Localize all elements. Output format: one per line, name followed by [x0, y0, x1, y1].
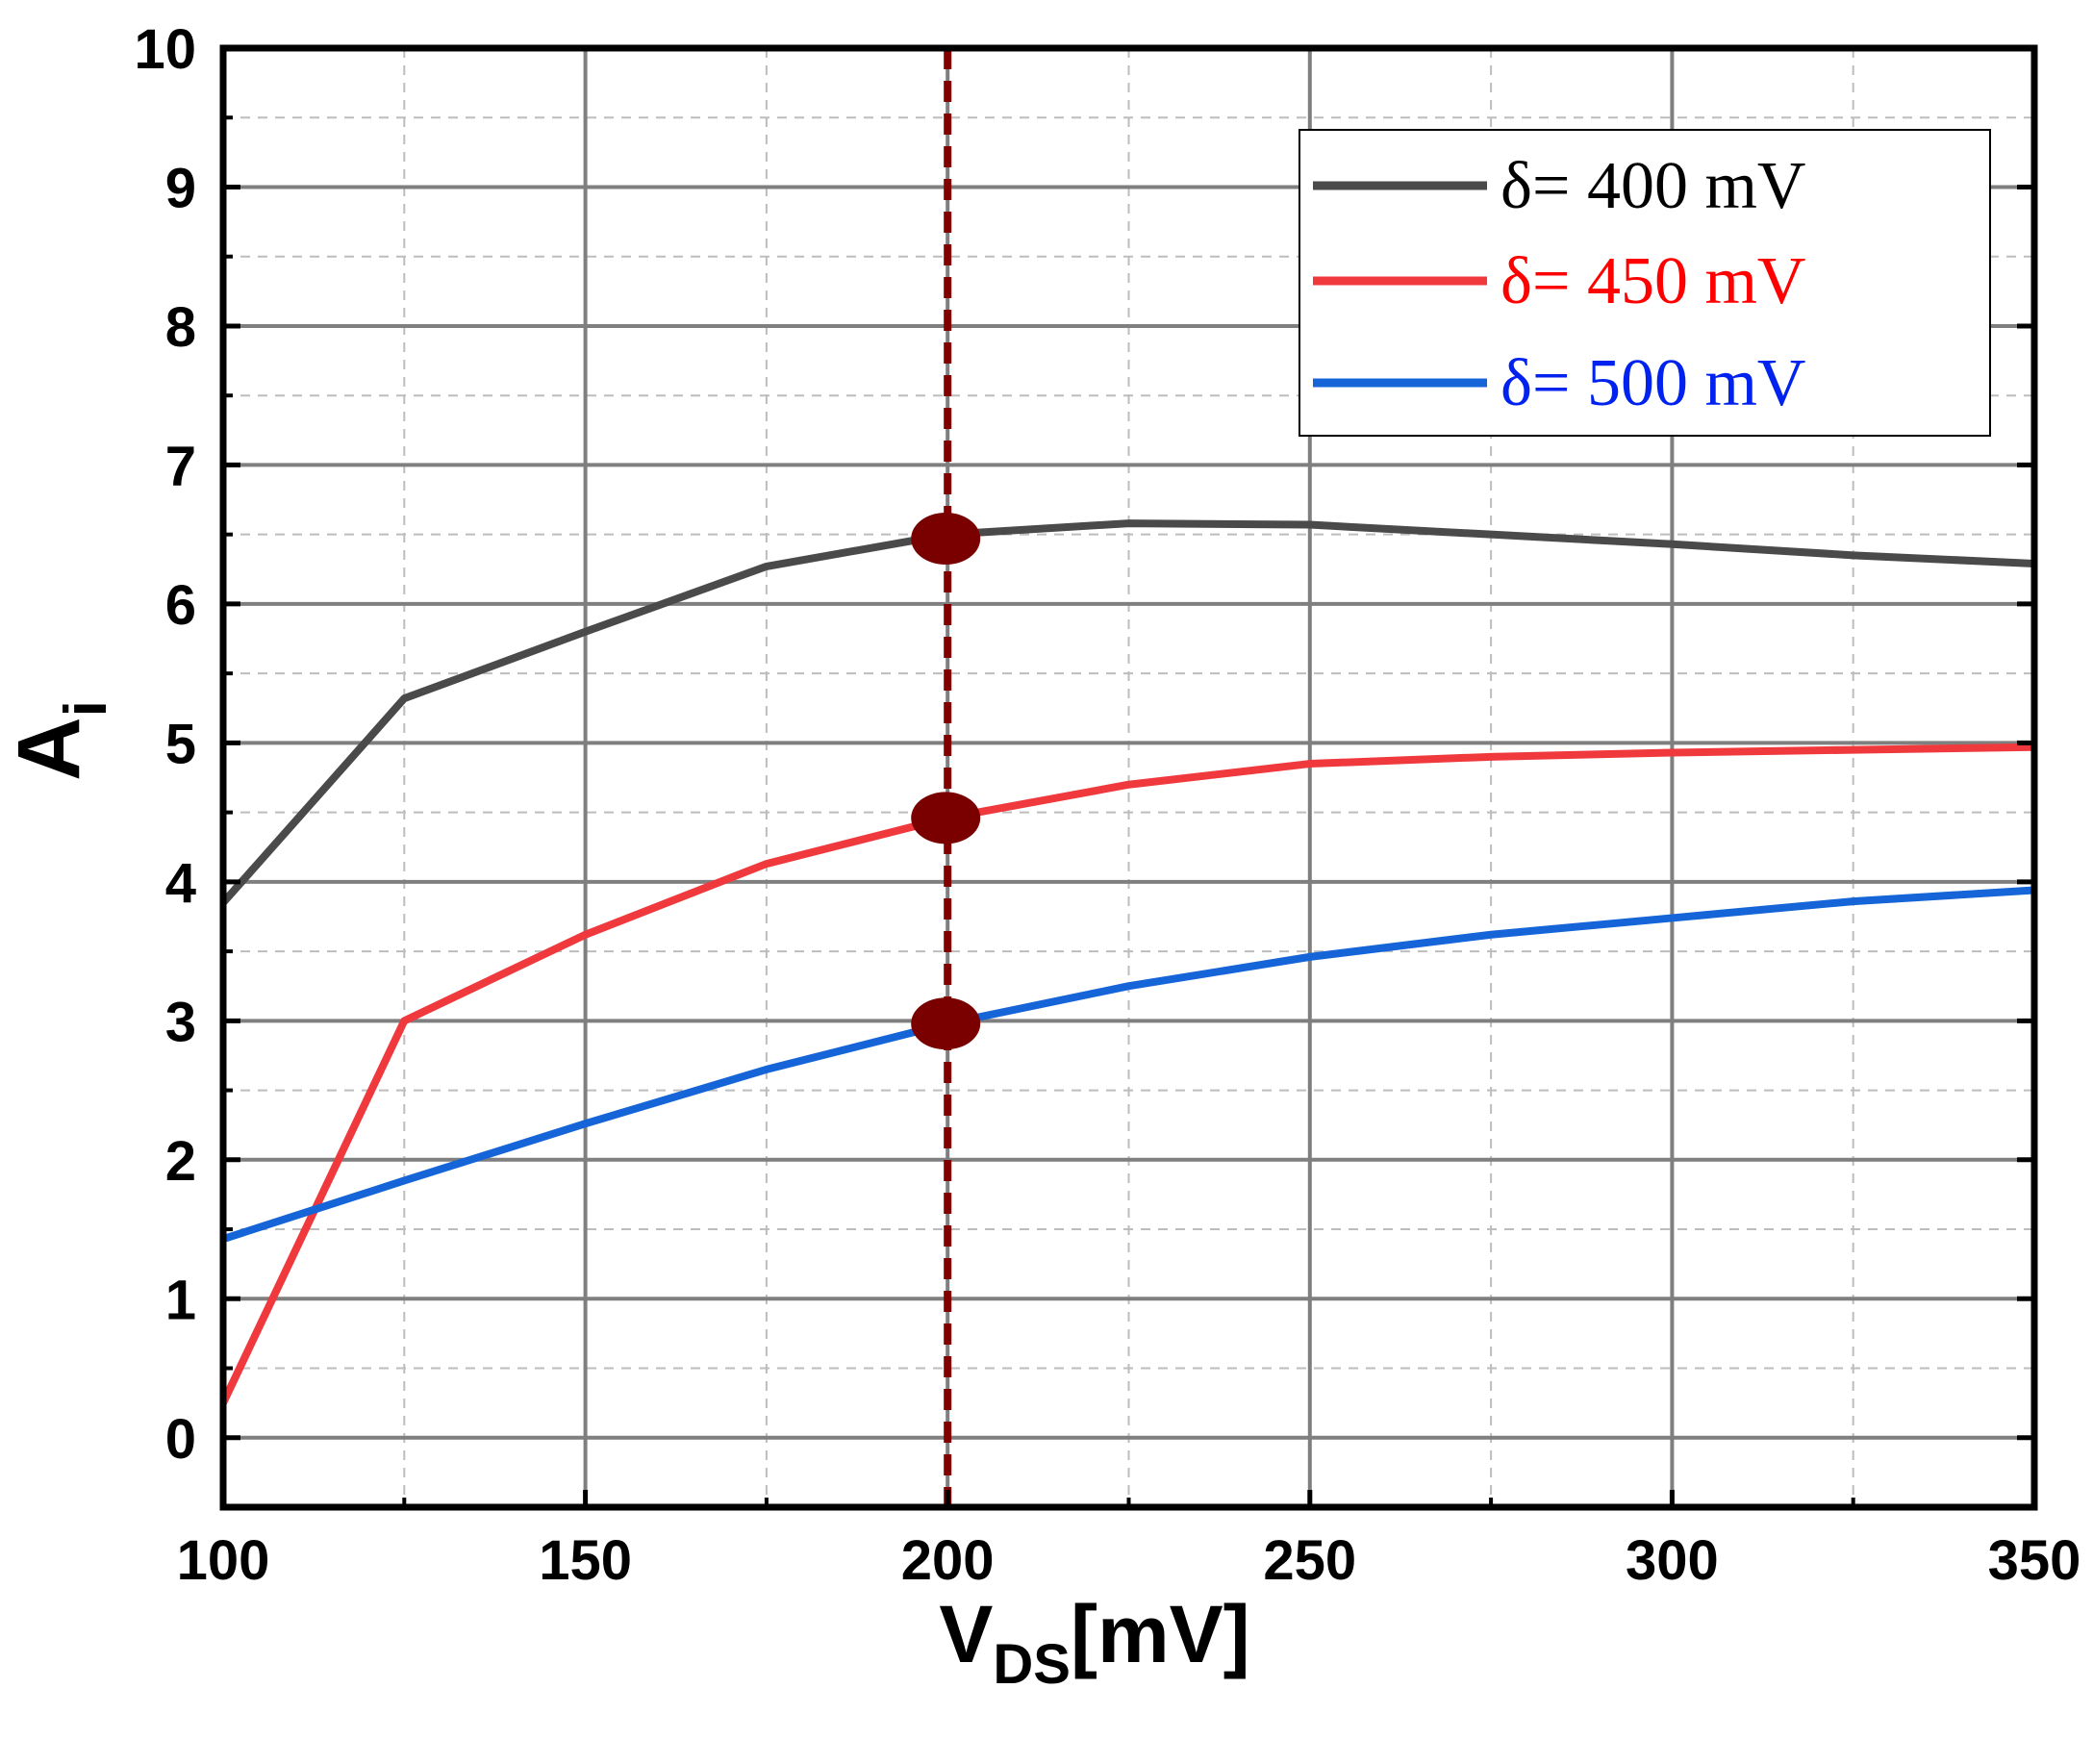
y-tick-label: 9 — [165, 157, 196, 219]
legend-label-450: δ= 450 mV — [1500, 244, 1805, 318]
y-tick-label: 3 — [165, 991, 196, 1053]
y-tick-label: 10 — [134, 18, 196, 81]
legend-label-500: δ= 500 mV — [1500, 346, 1805, 420]
axis-ticks — [220, 45, 2037, 1507]
x-axis-title: VDS[mV] — [939, 1589, 1249, 1696]
y-tick-label: 1 — [165, 1269, 196, 1331]
x-tick-label: 300 — [1626, 1529, 1719, 1592]
x-tick-label: 350 — [1988, 1529, 2081, 1592]
series-line-2 — [221, 886, 2035, 1243]
legend: δ= 400 mV δ= 450 mV δ= 500 mV — [1299, 129, 1991, 437]
y-tick-label: 6 — [165, 574, 196, 637]
x-tick-labels: 100 150 200 250 300 350 — [177, 1529, 2081, 1592]
y-tick-label: 2 — [165, 1130, 196, 1193]
y-axis-title-main: A — [0, 717, 98, 780]
x-tick-label: 250 — [1263, 1529, 1356, 1592]
x-axis-title-main: V — [939, 1589, 993, 1679]
x-axis-title-unit: [mV] — [1071, 1589, 1250, 1679]
series-line-0 — [220, 519, 2035, 906]
series-line-1 — [219, 743, 2035, 1405]
highlight-markers — [911, 513, 981, 1050]
y-tick-label: 4 — [165, 852, 196, 915]
y-tick-label: 7 — [165, 435, 196, 497]
x-tick-label: 200 — [901, 1529, 995, 1592]
y-axis-title-sub: i — [53, 700, 119, 717]
y-tick-labels: 0 1 2 3 4 5 6 7 8 9 10 — [134, 18, 196, 1471]
series-lines — [219, 519, 2035, 1405]
x-tick-label: 100 — [177, 1529, 270, 1592]
y-tick-label: 0 — [165, 1408, 196, 1471]
y-tick-label: 5 — [165, 713, 196, 775]
highlight-marker-0 — [911, 513, 981, 566]
y-tick-label: 8 — [165, 296, 196, 359]
legend-label-400: δ= 400 mV — [1500, 149, 1805, 223]
x-tick-label: 150 — [539, 1529, 632, 1592]
highlight-marker-2 — [911, 997, 981, 1050]
y-axis-title: Ai — [0, 700, 119, 781]
highlight-marker-1 — [911, 792, 981, 844]
x-axis-title-sub: DS — [993, 1633, 1071, 1696]
